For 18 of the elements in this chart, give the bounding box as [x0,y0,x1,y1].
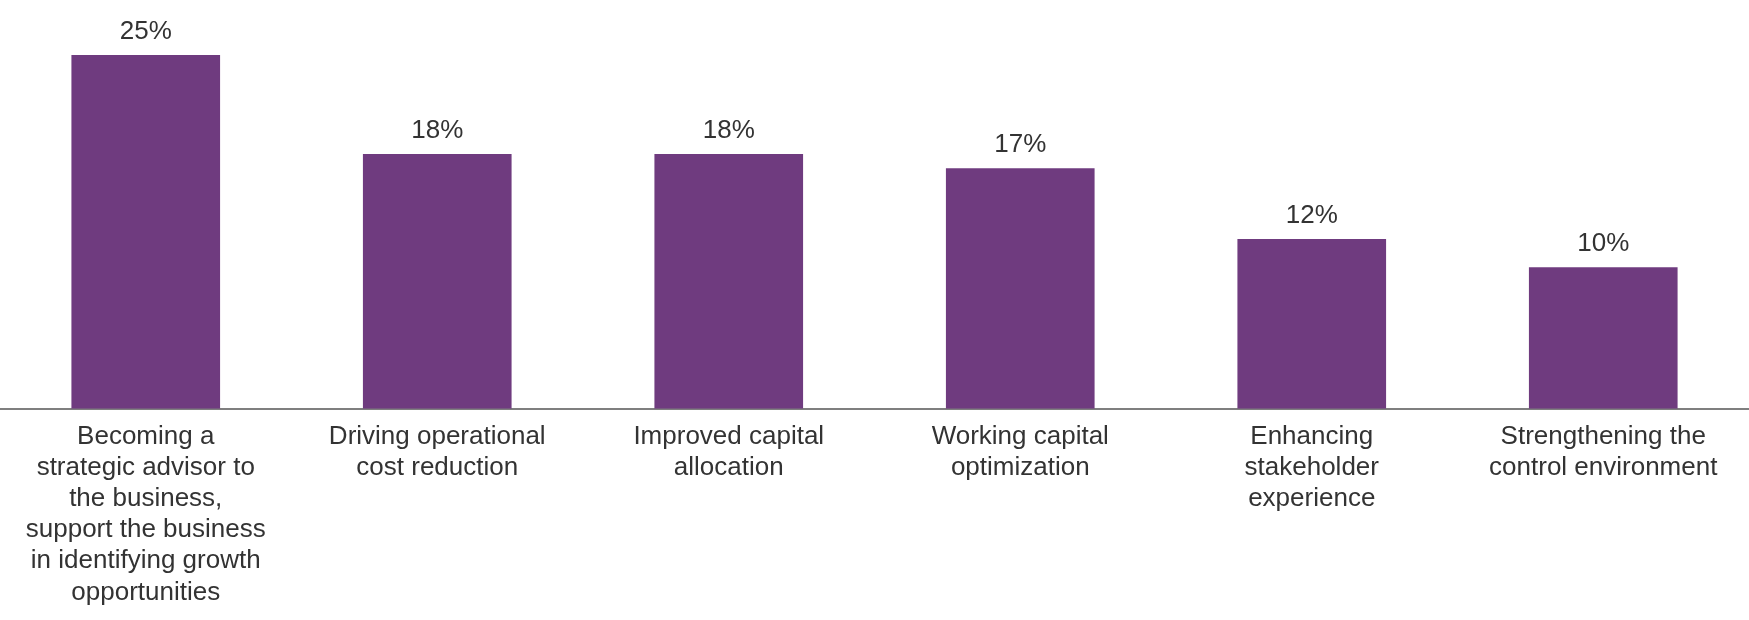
x-tick-label: Driving operational cost reduction [328,419,546,481]
data-label: 18% [411,114,464,145]
data-label: 17% [994,128,1047,159]
data-label: 12% [1285,199,1338,230]
data-label: 18% [702,114,755,145]
data-label: 25% [119,15,172,46]
bar [1528,267,1678,409]
bar [945,168,1095,409]
bar [654,154,804,409]
bar [71,55,221,409]
bar [1237,238,1387,409]
data-label: 10% [1577,227,1630,258]
bar [362,154,512,409]
x-tick-label: Improved capital allocation [633,419,825,481]
x-tick-label: Strengthening the control environment [1489,419,1719,481]
x-tick-label: Working capital optimization [931,419,1109,481]
x-tick-label: Becoming a strategic advisor to the business, support the business in identifying growth opportunities [25,419,266,606]
x-tick-label: Enhancing stakeholder experience [1244,419,1380,512]
